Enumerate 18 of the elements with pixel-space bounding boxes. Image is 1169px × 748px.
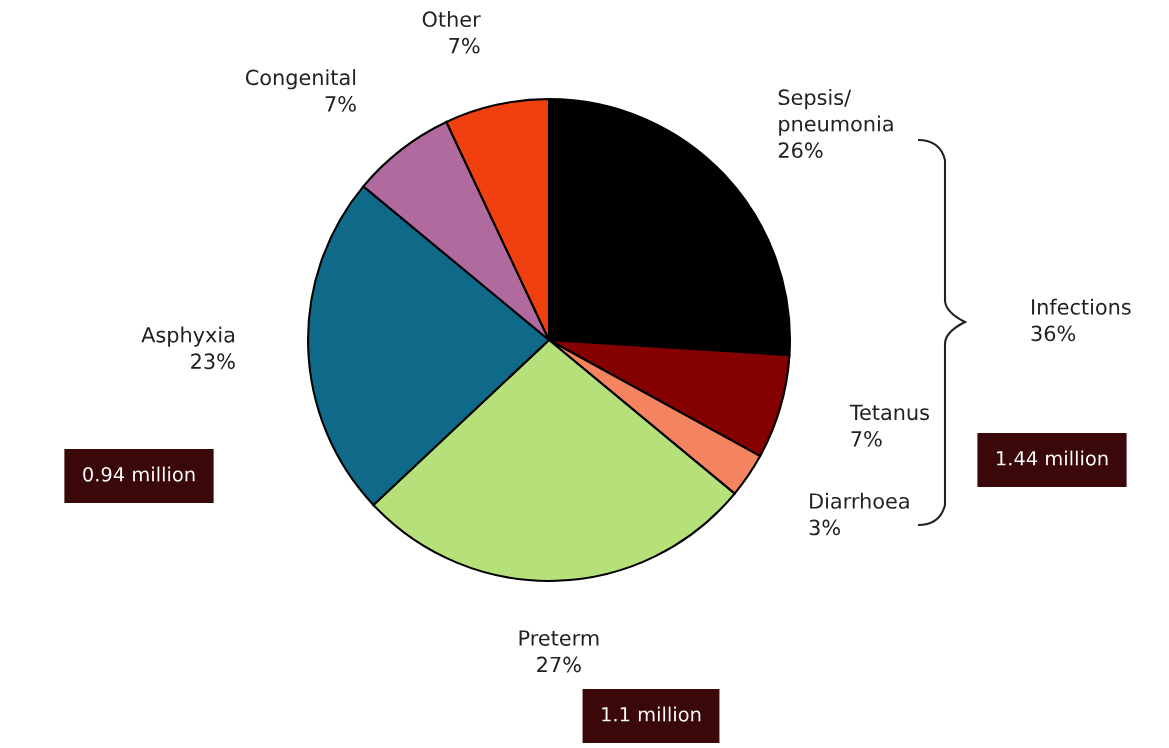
slice-label: Asphyxia (141, 326, 235, 347)
text: 1.1 million (602, 706, 701, 722)
data-label: 3% (809, 519, 840, 536)
text: 0.94 million (83, 466, 195, 482)
text: Infections 36% (1031, 298, 1131, 342)
slice-label: Diarrhoea (810, 492, 909, 509)
data-label: 23% (191, 353, 235, 370)
slice-label: Tetanus (849, 404, 929, 421)
data-label: 7% (449, 37, 480, 54)
data-label: 7% (325, 96, 356, 112)
text: 1.44 million (997, 450, 1108, 466)
slice-label: Preterm (519, 630, 599, 646)
slice-label: Congenital (245, 69, 356, 90)
data-label: 27% (537, 656, 581, 673)
data-label: 7% (851, 430, 882, 447)
slice-label: Other (422, 10, 481, 28)
data-label: 26% (778, 142, 823, 159)
slice-label: Sepsis/ pneumonia (778, 89, 893, 136)
